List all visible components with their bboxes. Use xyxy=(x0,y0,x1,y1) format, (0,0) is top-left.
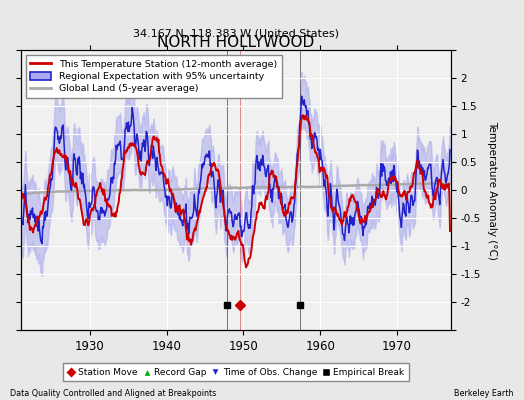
Y-axis label: Temperature Anomaly (°C): Temperature Anomaly (°C) xyxy=(487,120,497,260)
Text: Berkeley Earth: Berkeley Earth xyxy=(454,389,514,398)
Text: Data Quality Controlled and Aligned at Breakpoints: Data Quality Controlled and Aligned at B… xyxy=(10,389,217,398)
Text: 34.167 N, 118.383 W (United States): 34.167 N, 118.383 W (United States) xyxy=(133,29,339,39)
Legend: Station Move, Record Gap, Time of Obs. Change, Empirical Break: Station Move, Record Gap, Time of Obs. C… xyxy=(63,364,409,382)
Title: NORTH HOLLYWOOD: NORTH HOLLYWOOD xyxy=(157,35,314,50)
